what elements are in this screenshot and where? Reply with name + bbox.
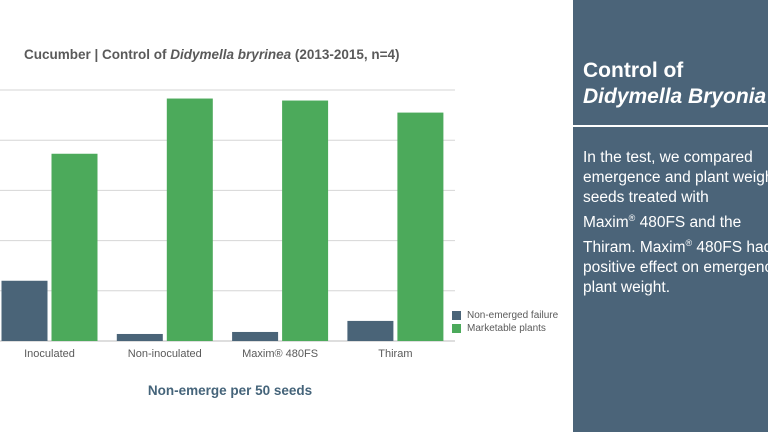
chart-bars [1,98,444,342]
panel-title-line1: Control of [583,59,684,82]
legend-item-non-emerged: Non-emerged failure [452,309,558,322]
x-axis-caption: Non-emerge per 50 seeds [147,383,313,398]
bar-non-emerged [347,320,394,341]
panel-title-line2: Didymella Bryonia [583,85,767,108]
bar-marketable [51,153,98,341]
side-panel: Control of Didymella Bryonia In the test… [573,0,768,432]
panel-divider [573,125,768,127]
chart-legend: Non-emerged failure Marketable plants [452,309,558,335]
x-tick-label: Non-inoculated [128,348,202,360]
panel-body-line: In the test, we compared [583,149,753,166]
bar-non-emerged [116,333,163,341]
chart-title-prefix: Cucumber | Control of [24,47,171,62]
legend-swatch-marketable [452,324,461,333]
panel-body: In the test, we compared emergence and pl… [583,148,768,298]
x-tick-label: Thiram [378,348,412,360]
bar-marketable [166,98,213,341]
bar-non-emerged [1,280,48,341]
panel-body-line: Thiram. Maxim® 480FS had [583,238,768,257]
legend-label-marketable: Marketable plants [467,323,546,334]
bar-marketable [397,112,444,341]
panel-body-line: Maxim® 480FS and the [583,213,742,232]
panel-body-line: seeds treated with [583,189,709,206]
panel-body-line: emergence and plant weight [583,169,768,186]
bar-chart: Inoculated Non-inoculated Maxim® 480FS Thir… [0,89,455,360]
legend-label-non-emerged: Non-emerged failure [467,310,559,321]
legend-swatch-non-emerged [452,311,461,320]
panel-body-line: positive effect on emergence and [583,259,768,277]
panel-body-line: plant weight. [583,279,671,297]
chart-title-species: Didymella bryrinea [170,47,292,62]
chart-category-labels: Inoculated Non-inoculated Maxim® 480FS Thir… [24,348,412,360]
legend-item-marketable: Marketable plants [452,322,558,335]
x-tick-label: Maxim® 480FS [242,348,318,360]
chart-title-suffix: (2013-2015, n=4) [291,47,400,62]
chart-title: Cucumber | Control of Didymella bryrinea… [24,47,400,62]
panel-title: Control of Didymella Bryonia [583,58,768,110]
x-tick-label: Inoculated [24,348,75,360]
bar-marketable [282,100,329,342]
bar-non-emerged [232,331,279,341]
